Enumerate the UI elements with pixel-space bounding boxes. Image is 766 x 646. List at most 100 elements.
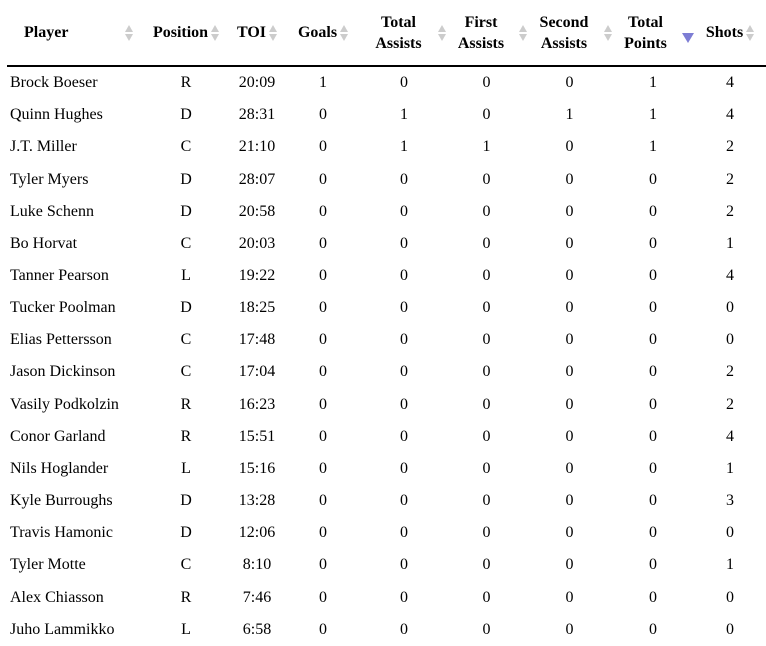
cell-position: L (142, 259, 230, 293)
table-header: Player Position TOI (7, 0, 766, 67)
cell-shots: 3 (694, 485, 766, 518)
cell-toi: 28:07 (230, 163, 284, 196)
cell-position: R (142, 388, 230, 421)
cell-goals: 0 (284, 195, 362, 228)
cell-shots: 0 (694, 581, 766, 614)
cell-player: Tanner Pearson (7, 259, 142, 293)
column-header-goals[interactable]: Goals (284, 0, 362, 67)
cell-first-assists: 0 (446, 452, 527, 486)
cell-shots: 0 (694, 324, 766, 357)
cell-second-assists: 0 (527, 388, 612, 421)
cell-shots: 2 (694, 356, 766, 389)
cell-first-assists: 0 (446, 517, 527, 550)
player-stats-table: Player Position TOI (7, 0, 766, 646)
cell-second-assists: 1 (527, 99, 612, 132)
cell-total-points: 0 (612, 163, 694, 196)
cell-total-points: 0 (612, 324, 694, 357)
cell-toi: 15:51 (230, 420, 284, 453)
cell-total-assists: 0 (362, 485, 446, 518)
column-header-position[interactable]: Position (142, 0, 230, 67)
cell-shots: 2 (694, 131, 766, 164)
cell-position: D (142, 517, 230, 550)
cell-total-assists: 0 (362, 388, 446, 421)
cell-second-assists: 0 (527, 324, 612, 357)
column-header-total-assists[interactable]: Total Assists (362, 0, 446, 67)
cell-shots: 1 (694, 227, 766, 260)
table-row: Tyler Myers D 28:07 0 0 0 0 0 2 (7, 163, 766, 196)
cell-second-assists: 0 (527, 131, 612, 164)
cell-toi: 8:10 (230, 549, 284, 582)
cell-player: Vasily Podkolzin (7, 388, 142, 421)
cell-goals: 0 (284, 517, 362, 550)
cell-second-assists: 0 (527, 517, 612, 550)
cell-total-assists: 0 (362, 163, 446, 196)
cell-goals: 1 (284, 66, 362, 100)
cell-total-assists: 1 (362, 131, 446, 164)
cell-total-assists: 0 (362, 66, 446, 100)
cell-shots: 4 (694, 259, 766, 293)
cell-goals: 0 (284, 485, 362, 518)
cell-total-assists: 0 (362, 292, 446, 325)
cell-shots: 1 (694, 452, 766, 486)
table-row: Tucker Poolman D 18:25 0 0 0 0 0 0 (7, 292, 766, 325)
cell-shots: 1 (694, 549, 766, 582)
column-header-second-assists[interactable]: Second Assists (527, 0, 612, 67)
cell-second-assists: 0 (527, 356, 612, 389)
cell-first-assists: 0 (446, 581, 527, 614)
cell-second-assists: 0 (527, 66, 612, 100)
cell-position: D (142, 485, 230, 518)
cell-first-assists: 0 (446, 420, 527, 453)
column-header-first-assists[interactable]: First Assists (446, 0, 527, 67)
cell-player: J.T. Miller (7, 131, 142, 164)
cell-position: R (142, 66, 230, 100)
cell-toi: 6:58 (230, 613, 284, 646)
cell-total-assists: 0 (362, 420, 446, 453)
cell-total-assists: 0 (362, 613, 446, 646)
cell-total-points: 0 (612, 259, 694, 293)
cell-goals: 0 (284, 292, 362, 325)
cell-position: D (142, 99, 230, 132)
cell-first-assists: 0 (446, 549, 527, 582)
column-label-player: Player (24, 24, 69, 41)
table-row: Alex Chiasson R 7:46 0 0 0 0 0 0 (7, 581, 766, 614)
cell-player: Jason Dickinson (7, 356, 142, 389)
cell-shots: 0 (694, 292, 766, 325)
cell-first-assists: 0 (446, 195, 527, 228)
cell-shots: 2 (694, 163, 766, 196)
cell-player: Tyler Myers (7, 163, 142, 196)
cell-second-assists: 0 (527, 452, 612, 486)
column-label-total-assists: Total Assists (375, 13, 422, 52)
cell-goals: 0 (284, 131, 362, 164)
column-header-shots[interactable]: Shots (694, 0, 766, 67)
cell-first-assists: 0 (446, 485, 527, 518)
cell-second-assists: 0 (527, 581, 612, 614)
cell-goals: 0 (284, 581, 362, 614)
cell-toi: 20:03 (230, 227, 284, 260)
cell-second-assists: 0 (527, 549, 612, 582)
column-header-total-points[interactable]: Total Points (612, 0, 694, 67)
table-row: Tanner Pearson L 19:22 0 0 0 0 0 4 (7, 259, 766, 293)
column-header-toi[interactable]: TOI (230, 0, 284, 67)
cell-total-points: 0 (612, 581, 694, 614)
cell-shots: 0 (694, 613, 766, 646)
cell-goals: 0 (284, 420, 362, 453)
cell-toi: 7:46 (230, 581, 284, 614)
cell-position: D (142, 292, 230, 325)
column-header-player[interactable]: Player (7, 0, 142, 67)
cell-position: C (142, 227, 230, 260)
cell-first-assists: 0 (446, 356, 527, 389)
cell-goals: 0 (284, 99, 362, 132)
cell-second-assists: 0 (527, 259, 612, 293)
table-row: Kyle Burroughs D 13:28 0 0 0 0 0 3 (7, 485, 766, 518)
cell-first-assists: 0 (446, 613, 527, 646)
cell-total-assists: 0 (362, 452, 446, 486)
cell-toi: 28:31 (230, 99, 284, 132)
cell-toi: 19:22 (230, 259, 284, 293)
cell-second-assists: 0 (527, 613, 612, 646)
cell-total-assists: 0 (362, 227, 446, 260)
cell-total-points: 1 (612, 66, 694, 100)
column-label-toi: TOI (236, 24, 267, 41)
cell-goals: 0 (284, 549, 362, 582)
cell-player: Conor Garland (7, 420, 142, 453)
